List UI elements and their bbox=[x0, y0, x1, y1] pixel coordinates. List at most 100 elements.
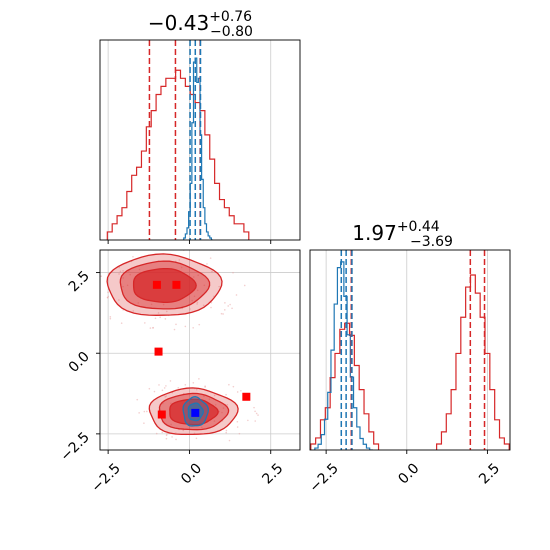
x-tick-label: −2.5 bbox=[307, 460, 342, 495]
scatter-point bbox=[161, 389, 164, 392]
scatter-point bbox=[107, 295, 110, 298]
scatter-point bbox=[170, 423, 172, 426]
scatter-point bbox=[183, 248, 185, 250]
scatter-point bbox=[209, 257, 212, 259]
scatter-point bbox=[165, 310, 168, 313]
panel-2d-frame bbox=[99, 249, 301, 451]
scatter-point bbox=[225, 393, 227, 396]
scatter-point bbox=[122, 277, 124, 279]
scatter-point bbox=[118, 273, 120, 275]
scatter-point bbox=[132, 310, 135, 312]
scatter-point bbox=[214, 403, 217, 406]
blue-histogram bbox=[183, 57, 214, 240]
scatter-point bbox=[122, 270, 124, 272]
panel-p1-hist: −2.5 0.0 2.5 bbox=[307, 249, 511, 496]
scatter-point bbox=[208, 398, 211, 400]
scatter-point bbox=[195, 437, 198, 440]
scatter-point bbox=[132, 255, 134, 258]
blue-square-marker bbox=[191, 408, 200, 417]
scatter-point bbox=[206, 263, 208, 265]
scatter-point bbox=[224, 302, 226, 304]
scatter-point bbox=[158, 384, 160, 386]
y-tick-label: 2.5 bbox=[66, 268, 93, 295]
scatter-point bbox=[210, 306, 212, 309]
x-tick-label: 0.0 bbox=[178, 460, 205, 487]
scatter-point bbox=[232, 271, 234, 274]
scatter-point bbox=[225, 431, 228, 434]
title-p0-plus: +0.76 bbox=[209, 9, 252, 25]
panel-p1-plot bbox=[310, 250, 510, 450]
scatter-point bbox=[231, 307, 233, 310]
scatter-point bbox=[197, 274, 199, 276]
scatter-point bbox=[162, 303, 165, 306]
scatter-point bbox=[100, 275, 103, 278]
scatter-point bbox=[213, 394, 216, 397]
scatter-point bbox=[165, 437, 168, 440]
scatter-point bbox=[109, 317, 112, 320]
scatter-point bbox=[173, 328, 176, 331]
title-p1-value: 1.97 bbox=[352, 221, 397, 245]
scatter-point bbox=[126, 284, 129, 287]
title-p1-minus: −3.69 bbox=[410, 234, 453, 250]
scatter-point bbox=[203, 395, 205, 398]
panel-p0-hist bbox=[99, 39, 301, 244]
scatter-point bbox=[196, 303, 198, 305]
panel-p1-frame bbox=[309, 249, 511, 451]
scatter-point bbox=[165, 385, 167, 387]
scatter-point bbox=[254, 410, 256, 413]
scatter-point bbox=[226, 404, 229, 406]
scatter-point bbox=[170, 402, 172, 405]
scatter-point bbox=[225, 429, 228, 432]
scatter-point bbox=[236, 426, 239, 428]
scatter-point bbox=[218, 285, 220, 288]
scatter-point bbox=[229, 303, 231, 306]
scatter-point bbox=[136, 398, 139, 401]
scatter-point bbox=[235, 294, 238, 296]
scatter-point bbox=[137, 302, 140, 304]
scatter-point bbox=[184, 325, 187, 328]
scatter-point bbox=[97, 312, 99, 314]
scatter-point bbox=[171, 436, 173, 438]
red-histogram bbox=[310, 274, 510, 450]
scatter-point bbox=[192, 381, 195, 384]
title-p1-plus: +0.44 bbox=[397, 219, 440, 235]
scatter-point bbox=[254, 420, 257, 422]
scatter-point bbox=[198, 323, 201, 326]
scatter-point bbox=[175, 323, 177, 326]
scatter-point bbox=[118, 266, 120, 269]
title-p0: −0.43+0.76 bbox=[148, 9, 252, 35]
panel-2d-plot bbox=[97, 243, 259, 442]
x-tick-label: −2.5 bbox=[89, 460, 124, 495]
scatter-point bbox=[253, 406, 255, 409]
scatter-point bbox=[255, 412, 258, 415]
scatter-point bbox=[222, 313, 224, 315]
scatter-point bbox=[232, 385, 235, 388]
scatter-point bbox=[210, 301, 213, 304]
scatter-point bbox=[192, 327, 194, 329]
scatter-point bbox=[106, 296, 109, 299]
y-tick-label: 0.0 bbox=[66, 349, 93, 376]
scatter-point bbox=[211, 270, 213, 273]
x-tick-label: 2.5 bbox=[259, 460, 286, 487]
scatter-point bbox=[223, 309, 226, 311]
title-p0-minus: −0.80 bbox=[210, 24, 253, 40]
scatter-point bbox=[220, 312, 223, 315]
scatter-point bbox=[198, 378, 200, 380]
scatter-point bbox=[149, 327, 152, 329]
scatter-point bbox=[143, 422, 145, 424]
scatter-point bbox=[165, 434, 168, 437]
scatter-point bbox=[222, 407, 225, 409]
scatter-point bbox=[189, 308, 191, 310]
scatter-point bbox=[122, 285, 124, 288]
scatter-point bbox=[169, 380, 172, 382]
panel-p0-ticks bbox=[107, 240, 272, 244]
scatter-point bbox=[150, 303, 153, 306]
scatter-point bbox=[191, 299, 193, 302]
title-p0-value: −0.43 bbox=[148, 11, 209, 35]
scatter-point bbox=[194, 243, 196, 245]
scatter-point bbox=[257, 414, 259, 416]
scatter-point bbox=[218, 410, 221, 413]
scatter-point bbox=[196, 289, 199, 292]
red-square-marker bbox=[172, 280, 181, 289]
